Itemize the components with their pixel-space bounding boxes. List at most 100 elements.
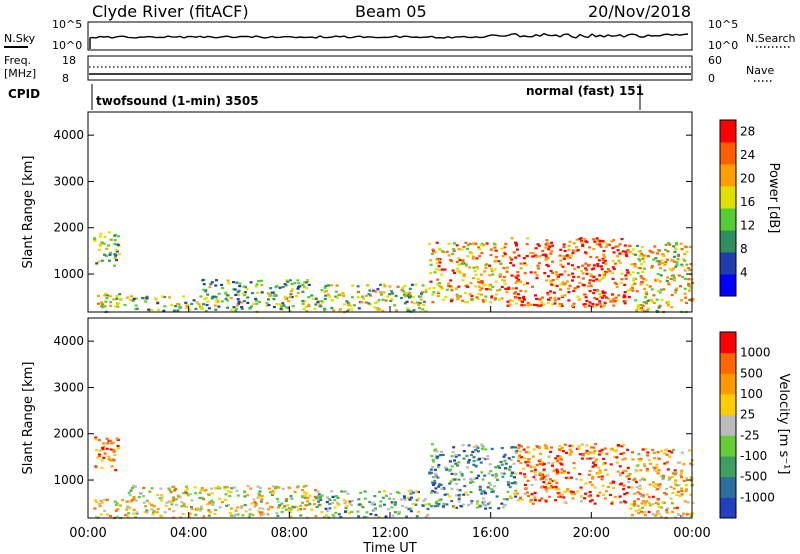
power-cell bbox=[611, 246, 615, 250]
velocity-cell bbox=[262, 513, 266, 516]
power-cell bbox=[567, 274, 571, 277]
power-cell bbox=[475, 265, 479, 269]
velocity-cell bbox=[680, 451, 684, 454]
power-cell bbox=[503, 246, 507, 249]
power-cell bbox=[641, 304, 645, 307]
velocity-cell bbox=[275, 512, 279, 515]
velocity-cell bbox=[508, 485, 512, 489]
velocity-cell bbox=[460, 474, 464, 477]
power-cell bbox=[529, 251, 533, 254]
velocity-cell bbox=[491, 474, 495, 477]
velocity-cell bbox=[284, 508, 288, 511]
power-cell bbox=[567, 248, 571, 251]
velocity-cell bbox=[182, 504, 186, 507]
velocity-cell bbox=[454, 453, 458, 457]
power-cell bbox=[302, 285, 306, 288]
power-cell bbox=[519, 280, 523, 283]
velocity-cell bbox=[223, 487, 227, 490]
velocity-cell bbox=[507, 483, 511, 486]
velocity-cell bbox=[164, 504, 168, 507]
velocity-cell bbox=[612, 449, 616, 452]
power-cell bbox=[560, 304, 564, 308]
velocity-cell bbox=[517, 459, 520, 463]
power-cell bbox=[119, 297, 123, 301]
velocity-cell bbox=[116, 438, 120, 441]
velocity-cell bbox=[132, 484, 135, 487]
power-cell bbox=[466, 301, 470, 304]
power-cell bbox=[293, 282, 297, 285]
velocity-cell bbox=[185, 485, 189, 488]
velocity-cell bbox=[557, 495, 561, 499]
velocity-cell bbox=[575, 447, 579, 450]
velocity-cell bbox=[180, 501, 184, 504]
velocity-cell bbox=[581, 454, 585, 457]
velocity-cell bbox=[190, 499, 194, 502]
power-cell bbox=[620, 278, 624, 281]
power-cell bbox=[301, 302, 305, 305]
velocity-cell bbox=[266, 508, 270, 511]
velocity-cell bbox=[208, 511, 212, 514]
power-cell bbox=[113, 239, 117, 242]
velocity-cell bbox=[598, 469, 602, 472]
power-cell bbox=[547, 248, 551, 251]
velocity-cell bbox=[559, 495, 563, 498]
velocity-cell bbox=[436, 455, 440, 458]
velocity-cell bbox=[657, 512, 661, 515]
power-cell bbox=[338, 294, 342, 297]
power-cell bbox=[114, 305, 118, 308]
velocity-cell bbox=[507, 457, 511, 460]
power-cell bbox=[601, 290, 605, 293]
velocity-cell bbox=[93, 499, 97, 502]
power-cell bbox=[275, 302, 279, 305]
power-cell bbox=[551, 303, 555, 306]
power-cell bbox=[599, 278, 603, 281]
velocity-cell bbox=[640, 506, 644, 509]
power-cell bbox=[343, 303, 347, 306]
power-cell bbox=[303, 281, 307, 284]
power-cell bbox=[242, 300, 246, 303]
power-cell bbox=[414, 283, 418, 286]
power-cell bbox=[267, 295, 271, 298]
power-cell bbox=[635, 290, 639, 293]
power-cell bbox=[215, 279, 218, 282]
velocity-cell bbox=[665, 487, 669, 490]
velocity-cell bbox=[408, 498, 412, 501]
velocity-cell bbox=[689, 512, 693, 516]
velocity-cell bbox=[450, 472, 454, 475]
power-cell bbox=[510, 237, 514, 240]
power-cell bbox=[612, 239, 616, 242]
power-cell bbox=[553, 302, 557, 305]
velocity-cell bbox=[667, 478, 671, 481]
velocity-cell bbox=[272, 485, 276, 488]
power-cell bbox=[272, 298, 276, 301]
velocity-cell bbox=[268, 505, 272, 508]
velocity-cell bbox=[465, 466, 469, 469]
power-cell bbox=[145, 297, 149, 300]
power-cell bbox=[636, 307, 640, 310]
velocity-cell bbox=[526, 494, 530, 498]
velocity-cell bbox=[606, 473, 609, 476]
velocity-cell bbox=[214, 508, 218, 512]
power-cell bbox=[240, 307, 244, 310]
velocity-cell bbox=[592, 461, 595, 464]
power-cell bbox=[645, 283, 649, 286]
velocity-cell bbox=[98, 455, 101, 458]
velocity-cell bbox=[275, 497, 279, 500]
velocity-cell bbox=[616, 461, 619, 464]
power-cell bbox=[673, 260, 676, 263]
power-cell bbox=[417, 303, 421, 307]
velocity-cell bbox=[246, 494, 250, 497]
velocity-cell bbox=[640, 494, 644, 498]
power-cell bbox=[494, 249, 498, 252]
power-cell bbox=[482, 300, 486, 303]
velocity-cell bbox=[618, 465, 622, 468]
velocity-cell bbox=[644, 447, 647, 451]
velocity-cell bbox=[317, 500, 320, 503]
velocity-cell bbox=[139, 492, 143, 495]
power-cell bbox=[565, 254, 569, 257]
power-cell bbox=[105, 294, 109, 297]
velocity-cell bbox=[159, 487, 163, 490]
power-cell bbox=[571, 252, 575, 255]
power-cell bbox=[680, 248, 684, 251]
